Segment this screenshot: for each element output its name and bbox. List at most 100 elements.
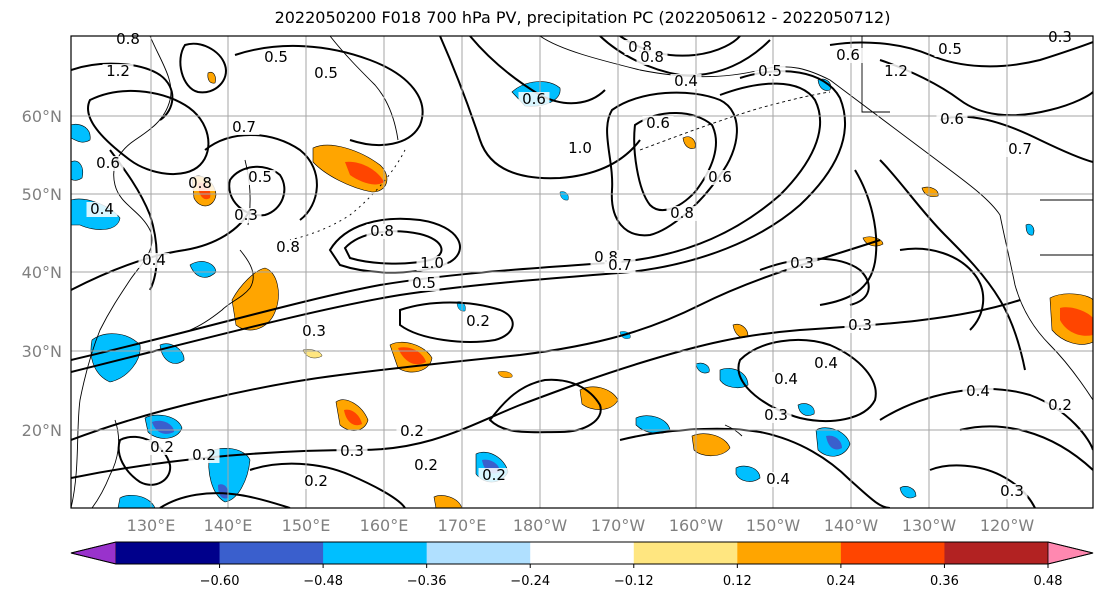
latitude-tick-labels: 60°N 50°N 40°N 30°N 20°N — [22, 107, 62, 440]
longitude-tick-label: 170°E — [438, 516, 487, 535]
contour-label: 0.6 — [646, 114, 670, 132]
precip-positive-blob — [691, 433, 731, 457]
pv-contour-line — [879, 159, 1026, 371]
precip-positive-blob — [732, 323, 749, 338]
precip-negative-blob — [695, 362, 710, 374]
contour-label-background — [146, 440, 178, 455]
coastline-alaska — [539, 36, 1001, 216]
colorbar-bin — [219, 542, 324, 564]
precip-positive-blob — [302, 349, 323, 359]
precip-positive-blob — [682, 136, 696, 149]
contour-label-background — [704, 170, 736, 185]
contour-label-background — [184, 176, 216, 191]
colorbar-tick-label: 0.12 — [723, 574, 752, 589]
contour-label-background — [366, 224, 398, 239]
contour-label: 0.3 — [302, 322, 326, 340]
colorbar-bin — [426, 542, 531, 564]
pv-contour-line — [249, 462, 406, 508]
contour-label: 1.0 — [420, 254, 444, 272]
contour-label: 0.2 — [466, 312, 490, 330]
contour-label: 1.2 — [884, 62, 908, 80]
contour-label-background — [300, 474, 332, 489]
colorbar-tick-label: 0.24 — [826, 574, 855, 589]
contour-labels: 0.8 1.2 0.5 0.5 0.7 0.5 0.3 0.6 0.8 0.4 0.4 0.6 1.0 0… — [86, 28, 1076, 500]
colorbar-bin — [944, 542, 1049, 564]
precip-negative-blob — [1025, 223, 1035, 236]
pv-contour-line — [71, 70, 846, 373]
contour-label-background — [936, 112, 968, 127]
contour-label-background — [298, 324, 330, 339]
precip-negative-blob — [899, 486, 917, 499]
precip-negative-blob — [735, 465, 761, 482]
latitude-tick-label: 50°N — [22, 185, 62, 204]
map-gridlines — [71, 36, 1093, 508]
map-title: 2022050200 F018 700 hPa PV, precipitatio… — [274, 8, 891, 27]
longitude-tick-label: 180°W — [513, 516, 568, 535]
colorbar-bin — [116, 542, 221, 564]
contour-label: 0.7 — [232, 118, 256, 136]
contour-label: 0.2 — [400, 422, 424, 440]
precip-positive-blob — [207, 71, 216, 84]
contour-label: 0.2 — [150, 438, 174, 456]
contour-label: 0.2 — [482, 466, 506, 484]
pv-contour-line — [879, 59, 1093, 117]
contour-label: 0.8 — [670, 204, 694, 222]
latitude-tick-label: 40°N — [22, 263, 62, 282]
contour-label-background — [760, 408, 792, 423]
contour-label-background — [996, 484, 1028, 499]
contour-label-background — [478, 468, 510, 483]
precip-negative-blob — [719, 368, 749, 389]
contour-label: 0.3 — [1000, 482, 1024, 500]
precip-negative-blob — [117, 495, 156, 508]
pv-contour-line — [737, 339, 877, 422]
precip-positive-blob — [231, 267, 279, 331]
pv-contour-line — [929, 464, 1036, 508]
contour-label: 0.4 — [674, 72, 698, 90]
contour-label: 0.4 — [774, 370, 798, 388]
precip-negative-blob — [218, 484, 229, 499]
longitude-tick-label: 160°W — [669, 516, 724, 535]
precip-negative-blob — [71, 160, 83, 181]
pv-contour-line — [71, 299, 1021, 479]
pv-contour-line — [879, 388, 1093, 451]
contour-label: 0.6 — [522, 90, 546, 108]
contour-label: 0.5 — [412, 274, 436, 292]
precip-positive-blob — [345, 161, 384, 185]
precip-negative-blob — [635, 415, 671, 434]
latitude-tick-label: 20°N — [22, 421, 62, 440]
contour-label: 0.6 — [940, 110, 964, 128]
contour-label-background — [408, 276, 440, 291]
colorbar-tick-label: −0.60 — [200, 574, 240, 589]
contour-label: 0.4 — [90, 200, 114, 218]
precip-negative-blob — [90, 333, 141, 383]
contour-label-background — [260, 50, 292, 65]
precip-positive-blob — [1060, 307, 1093, 336]
colorbar-extension-min — [70, 541, 117, 565]
contour-label: 0.5 — [758, 62, 782, 80]
contour-label: 0.8 — [116, 30, 140, 48]
contour-label: 0.6 — [836, 46, 860, 64]
precip-negative-blob — [797, 403, 815, 416]
contour-label: 0.4 — [142, 251, 166, 269]
longitude-tick-label: 140°W — [824, 516, 879, 535]
precip-positive-blob — [497, 371, 513, 378]
contour-label: 0.8 — [640, 48, 664, 66]
contour-label-background — [1004, 142, 1036, 157]
contour-label-background — [244, 170, 276, 185]
longitude-tick-label: 160°E — [360, 516, 409, 535]
contour-label-background — [396, 424, 428, 439]
precip-negative-blob — [152, 420, 174, 434]
contour-label-background — [642, 116, 674, 131]
pv-contour-line — [87, 90, 210, 176]
contour-label: 0.7 — [608, 256, 632, 274]
pv-contour-line — [959, 425, 1093, 471]
pv-contour-line — [71, 209, 251, 291]
contour-label-background — [272, 240, 304, 255]
precip-positive-blob — [398, 347, 426, 365]
precip-positive-blob — [433, 495, 463, 508]
contour-label-background — [770, 372, 802, 387]
colorbar-tick-label: −0.36 — [407, 574, 447, 589]
contour-label-background — [416, 256, 448, 271]
contour-label: 0.3 — [340, 442, 364, 460]
